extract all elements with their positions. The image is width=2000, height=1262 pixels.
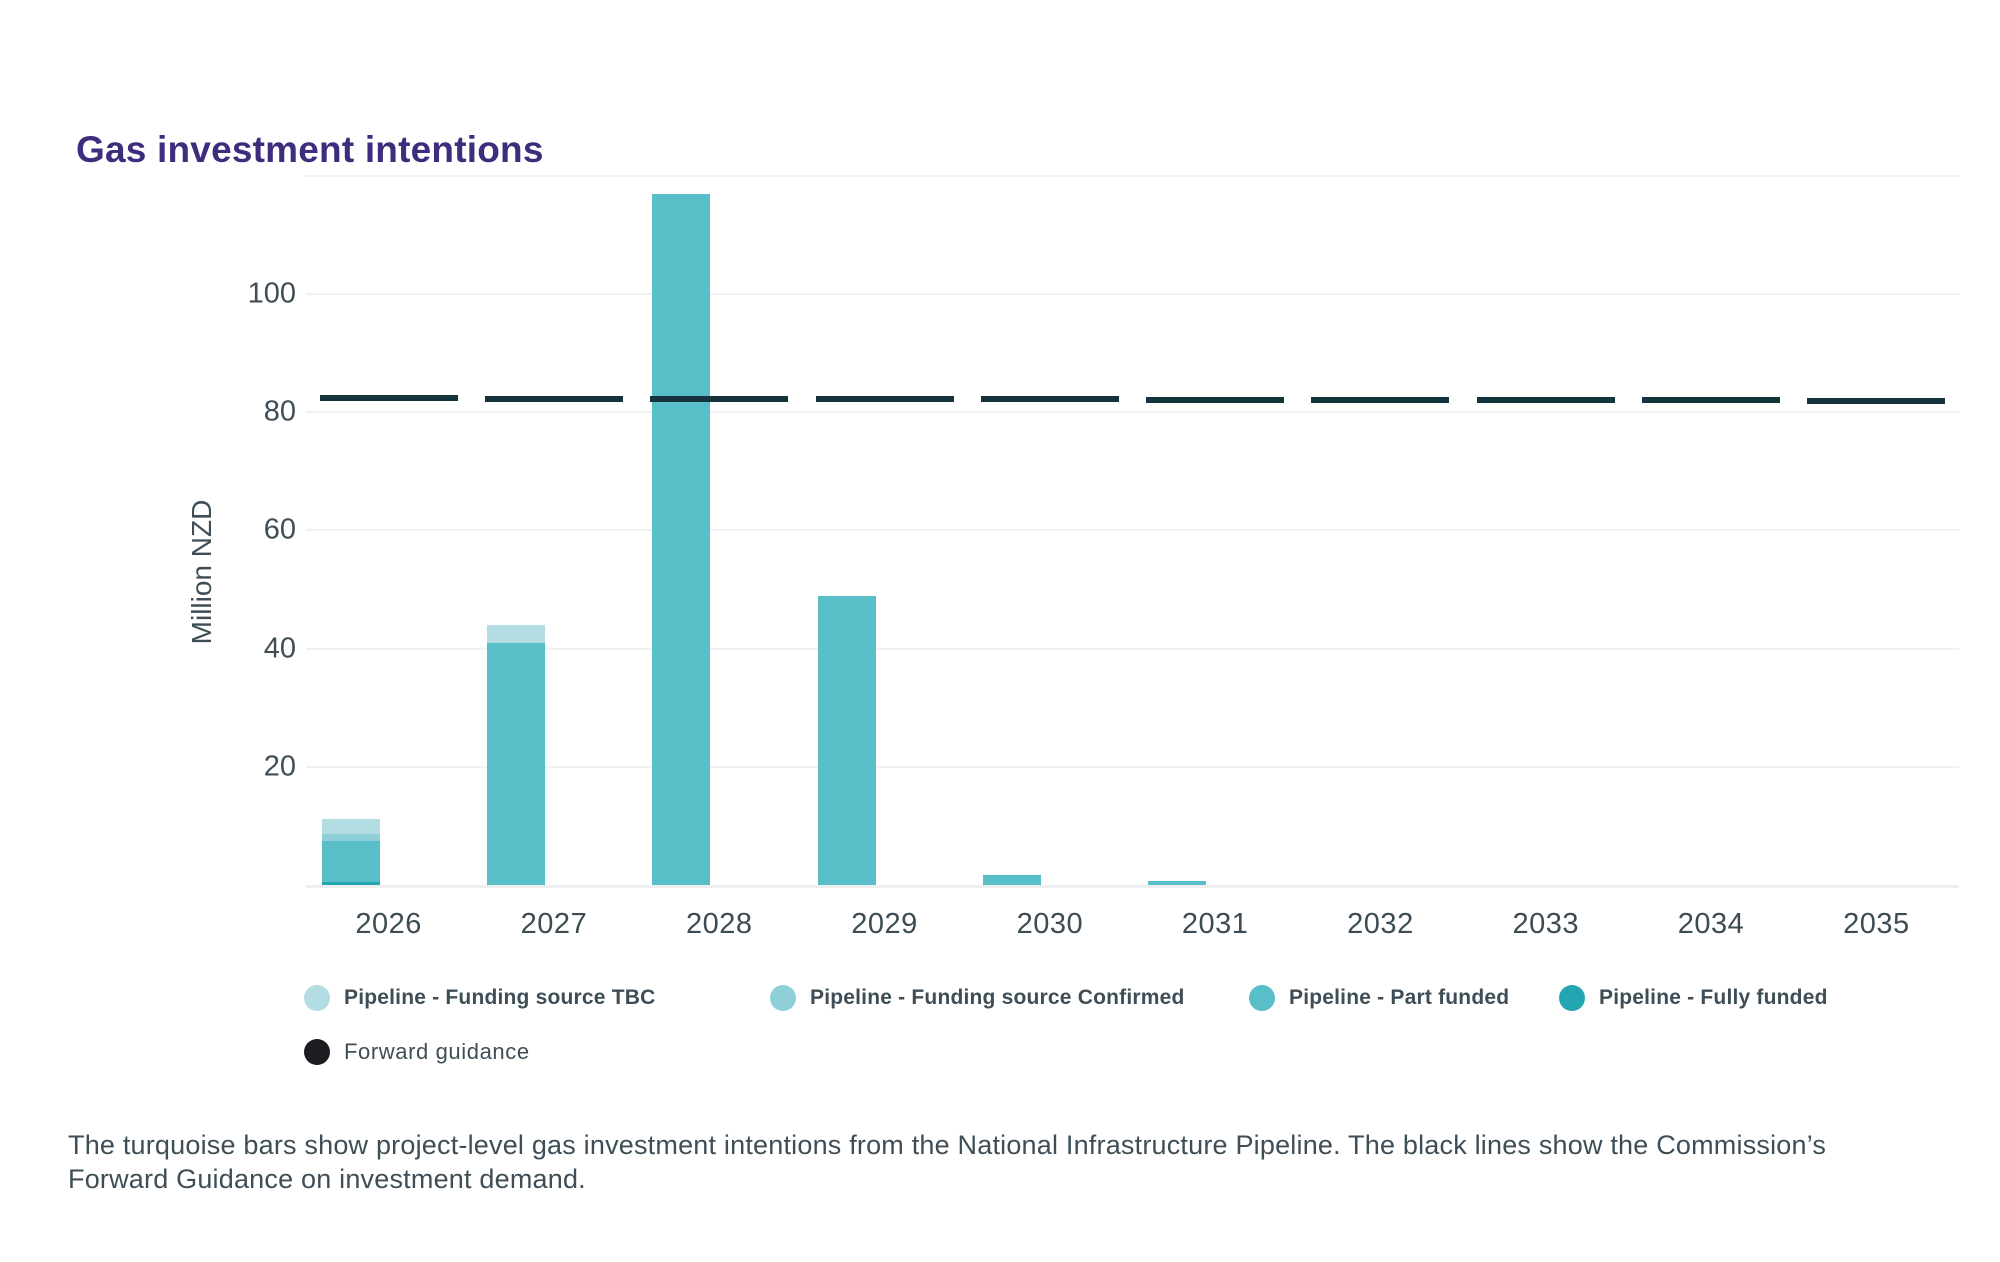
legend-label: Pipeline - Part funded [1289,986,1510,1009]
y-axis-tick-label: 100 [247,277,296,310]
x-axis-tick-label: 2033 [1512,908,1580,940]
bar-2028 [652,193,711,885]
caption-line-1: The turquoise bars show project-level ga… [68,1130,1827,1160]
legend-label: Pipeline - Funding source TBC [344,986,656,1009]
forward-guidance-dash [980,396,1119,403]
forward-guidance-dash [1146,396,1285,403]
legend-label: Forward guidance [344,1039,530,1064]
bar-segment-part [321,840,380,883]
bar-segment-tbc [321,818,380,834]
y-gridline [306,293,1959,295]
y-gridline [306,529,1959,532]
forward-guidance-dash [319,395,458,402]
bar-segment-fully [321,882,380,885]
chart-caption: The turquoise bars show project-level ga… [68,1128,1826,1196]
forward-guidance-dash [1807,397,1946,404]
legend-dot-icon [1559,985,1585,1011]
bar-segment-confirmed [321,833,380,841]
x-axis-tick-label: 2030 [1016,908,1084,940]
x-axis-tick-label: 2026 [355,908,422,940]
legend-dot-icon [1249,985,1275,1011]
x-axis-tick-label: 2032 [1347,908,1414,940]
y-axis-tick-label: 20 [263,750,296,783]
bar-2030 [982,874,1041,885]
bar-segment-tbc [486,624,545,643]
y-axis-tick-label: 60 [263,513,296,546]
forward-guidance-dash [484,395,623,402]
legend-item: Pipeline - Funding source TBC [304,985,655,1011]
y-axis-title: Million NZD [186,499,217,645]
x-axis-tick-label: 2027 [520,908,588,940]
forward-guidance-dash [1476,397,1615,404]
legend-label: Pipeline - Fully funded [1599,986,1828,1009]
legend-item: Pipeline - Part funded [1249,985,1509,1011]
forward-guidance-dash [1642,397,1781,404]
legend-item: Pipeline - Funding source Confirmed [770,985,1185,1011]
y-gridline [306,647,1959,650]
bar-2027 [486,624,545,885]
forward-guidance-dash [1311,396,1450,403]
y-gridline [306,174,1959,177]
bar-segment-part [486,642,545,885]
bar-2029 [817,596,876,885]
forward-guidance-dash [650,395,789,402]
legend-dot-icon [770,985,796,1011]
y-axis-tick-label: 40 [263,632,296,665]
y-gridline [306,765,1959,768]
caption-line-2: Forward Guidance on investment demand. [68,1164,586,1194]
x-axis-tick-label: 2029 [851,908,918,940]
legend-item: Forward guidance [304,1039,530,1065]
x-axis-tick-label: 2031 [1181,908,1249,940]
forward-guidance-dash [815,396,954,403]
legend-label: Pipeline - Funding source Confirmed [810,986,1185,1009]
bar-2031 [1148,880,1207,885]
legend-item: Pipeline - Fully funded [1559,985,1828,1011]
bar-2026 [321,818,380,885]
x-axis-line [306,885,1959,888]
bar-segment-part [652,193,711,885]
y-axis-tick-label: 80 [263,395,296,428]
y-gridline [306,411,1959,414]
bar-segment-part [817,596,876,885]
x-axis-tick-label: 2028 [685,908,753,940]
bar-segment-part [1148,880,1207,885]
x-axis-tick-label: 2034 [1677,908,1745,940]
chart-title: Gas investment intentions [76,128,544,170]
x-axis-tick-label: 2035 [1843,908,1910,940]
legend-dot-icon [304,1039,330,1065]
legend-dot-icon [304,985,330,1011]
bar-segment-part [982,874,1041,885]
